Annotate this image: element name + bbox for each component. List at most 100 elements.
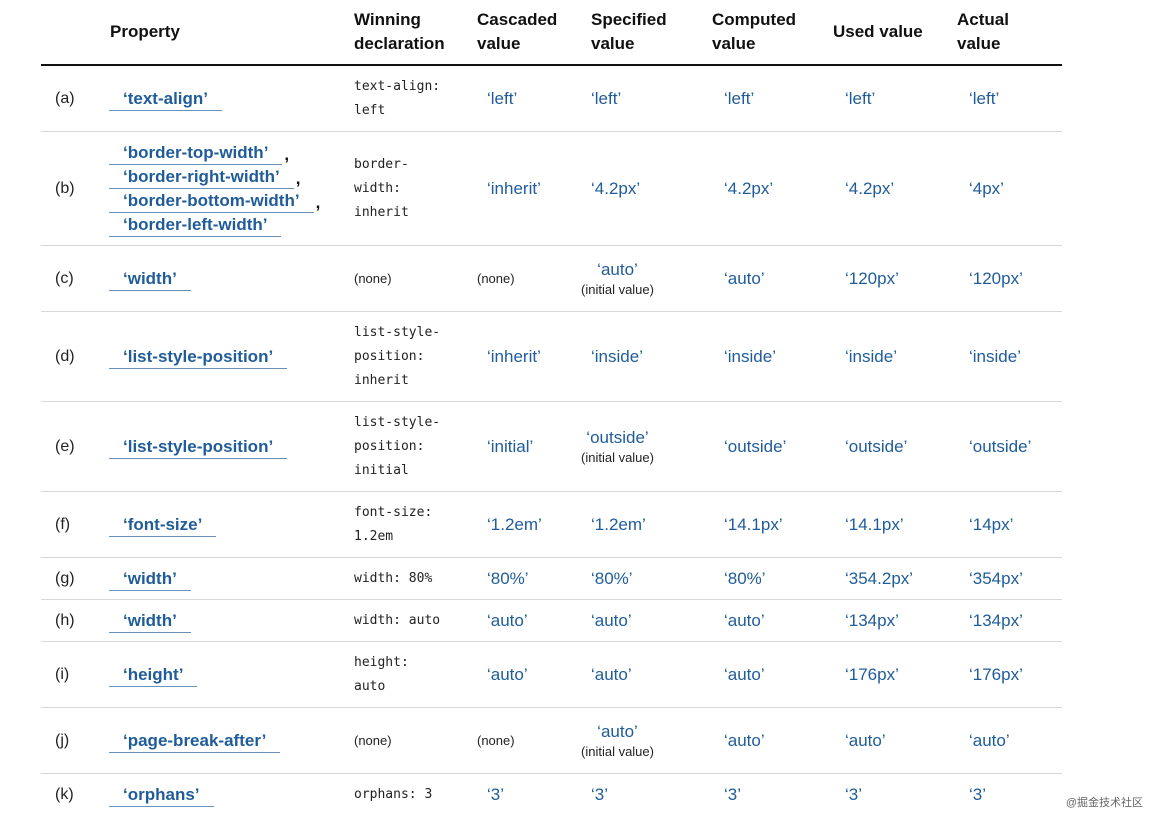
table-row: (g) ‘width’ width: 80% ‘80%’ ‘80%’ ‘80%’ ‘354.… (41, 558, 1062, 600)
header-actual-value: Actual value (957, 10, 1009, 53)
used-value: ‘auto’ (845, 730, 886, 750)
used-value: ‘14.1px’ (845, 514, 904, 534)
winning-declaration: orphans: 3 (354, 786, 433, 802)
property-link[interactable]: ‘width’ (109, 610, 191, 633)
actual-value: ‘354px’ (969, 568, 1023, 588)
actual-value: ‘left’ (969, 88, 1000, 108)
specified-value: ‘auto’ (597, 260, 638, 279)
row-label: (b) (55, 179, 75, 197)
table-header: Property Winning declaration Cascaded va… (41, 0, 1062, 66)
table-row: (d) ‘list-style-position’ list-style- posi… (41, 312, 1062, 402)
specified-value: ‘80%’ (591, 568, 633, 588)
property-link[interactable]: ‘border-right-width’ (109, 166, 294, 189)
specified-value: ‘4.2px’ (591, 178, 641, 198)
used-value: ‘120px’ (845, 268, 899, 288)
specified-value: ‘auto’ (591, 610, 632, 630)
winning-declaration: list-style- position: inherit (354, 324, 441, 388)
row-label: (j) (55, 731, 70, 749)
cascaded-value: (none) (477, 271, 515, 286)
property-link[interactable]: ‘width’ (109, 268, 191, 291)
actual-value: ‘outside’ (969, 436, 1032, 456)
computed-value: ‘80%’ (724, 568, 766, 588)
actual-value: ‘inside’ (969, 346, 1021, 366)
actual-value: ‘176px’ (969, 664, 1023, 684)
row-label: (d) (55, 347, 75, 365)
cascaded-value: ‘80%’ (487, 568, 529, 588)
used-value: ‘outside’ (845, 436, 908, 456)
property-link[interactable]: ‘border-top-width’ (109, 142, 283, 165)
cascaded-value: ‘1.2em’ (487, 514, 542, 534)
cascaded-value: ‘auto’ (487, 664, 528, 684)
actual-value: ‘134px’ (969, 610, 1023, 630)
table-body: (a) ‘text-align’ text-align: left ‘left’ ‘le… (41, 66, 1062, 815)
used-value: ‘4.2px’ (845, 178, 895, 198)
specified-value: ‘1.2em’ (591, 514, 646, 534)
cascaded-value: ‘inherit’ (487, 346, 541, 366)
watermark: @掘金技术社区 (1065, 797, 1143, 809)
property-link[interactable]: ‘height’ (109, 664, 198, 687)
property-link[interactable]: ‘font-size’ (109, 514, 217, 537)
winning-declaration: width: auto (354, 612, 441, 628)
cascaded-value: ‘initial’ (487, 436, 534, 456)
row-label: (k) (55, 785, 74, 803)
row-label: (i) (55, 665, 70, 683)
computed-value: ‘auto’ (724, 664, 765, 684)
computed-value: ‘14.1px’ (724, 514, 783, 534)
property-link[interactable]: ‘list-style-position’ (109, 346, 288, 369)
header-used-value: Used value (833, 22, 923, 41)
specified-value-note: (initial value) (581, 282, 654, 297)
row-label: (h) (55, 611, 75, 629)
table-row: (j) ‘page-break-after’ (none) (none) ‘auto’ (… (41, 708, 1062, 774)
winning-declaration: (none) (354, 733, 392, 748)
specified-value-note: (initial value) (581, 450, 654, 465)
table-row: (c) ‘width’ (none) (none) ‘auto’ (initial val… (41, 246, 1062, 312)
property-link[interactable]: ‘border-left-width’ (109, 214, 282, 237)
winning-declaration: list-style- position: initial (354, 414, 441, 478)
property-link[interactable]: ‘orphans’ (109, 784, 214, 807)
actual-value: ‘120px’ (969, 268, 1023, 288)
used-value: ‘134px’ (845, 610, 899, 630)
header-specified-value: Specified value (591, 10, 667, 53)
property-link[interactable]: ‘width’ (109, 568, 191, 591)
used-value: ‘3’ (845, 784, 863, 804)
row-label: (f) (55, 515, 71, 533)
property-link[interactable]: ‘list-style-position’ (109, 436, 288, 459)
table-row: (e) ‘list-style-position’ list-style- posi… (41, 402, 1062, 492)
row-label: (g) (55, 569, 75, 587)
used-value: ‘354.2px’ (845, 568, 914, 588)
property-link[interactable]: ‘border-bottom-width’ (109, 190, 314, 213)
table-row: (f) ‘font-size’ font-size: 1.2em ‘1.2em’ ‘1.… (41, 492, 1062, 558)
computed-value: ‘auto’ (724, 730, 765, 750)
used-value: ‘left’ (845, 88, 876, 108)
computed-value: ‘auto’ (724, 610, 765, 630)
cascaded-value: ‘left’ (487, 88, 518, 108)
cascaded-value: (none) (477, 733, 515, 748)
winning-declaration: border- width: inherit (354, 156, 409, 220)
header-property: Property (110, 22, 180, 41)
used-value: ‘176px’ (845, 664, 899, 684)
property-separator: , (284, 144, 290, 164)
property-link[interactable]: ‘text-align’ (109, 88, 223, 111)
specified-value-note: (initial value) (581, 744, 654, 759)
computed-value: ‘auto’ (724, 268, 765, 288)
cascaded-value: ‘3’ (487, 784, 505, 804)
property-link[interactable]: ‘page-break-after’ (109, 730, 281, 753)
actual-value: ‘4px’ (969, 178, 1004, 198)
cascaded-value: ‘auto’ (487, 610, 528, 630)
header-cascaded-value: Cascaded value (477, 10, 558, 53)
header-winning-declaration: Winning declaration (354, 10, 445, 53)
cascaded-value: ‘inherit’ (487, 178, 541, 198)
specified-value: ‘auto’ (591, 664, 632, 684)
computed-value: ‘left’ (724, 88, 755, 108)
winning-declaration: text-align: left (354, 78, 441, 118)
computed-value: ‘3’ (724, 784, 742, 804)
actual-value: ‘3’ (969, 784, 987, 804)
specified-value: ‘left’ (591, 88, 622, 108)
property-separator: , (295, 168, 301, 188)
computed-value: ‘4.2px’ (724, 178, 774, 198)
used-value: ‘inside’ (845, 346, 897, 366)
specified-value: ‘inside’ (591, 346, 643, 366)
specified-value: ‘3’ (591, 784, 609, 804)
winning-declaration: height: auto (354, 654, 409, 694)
row-label: (c) (55, 269, 74, 287)
